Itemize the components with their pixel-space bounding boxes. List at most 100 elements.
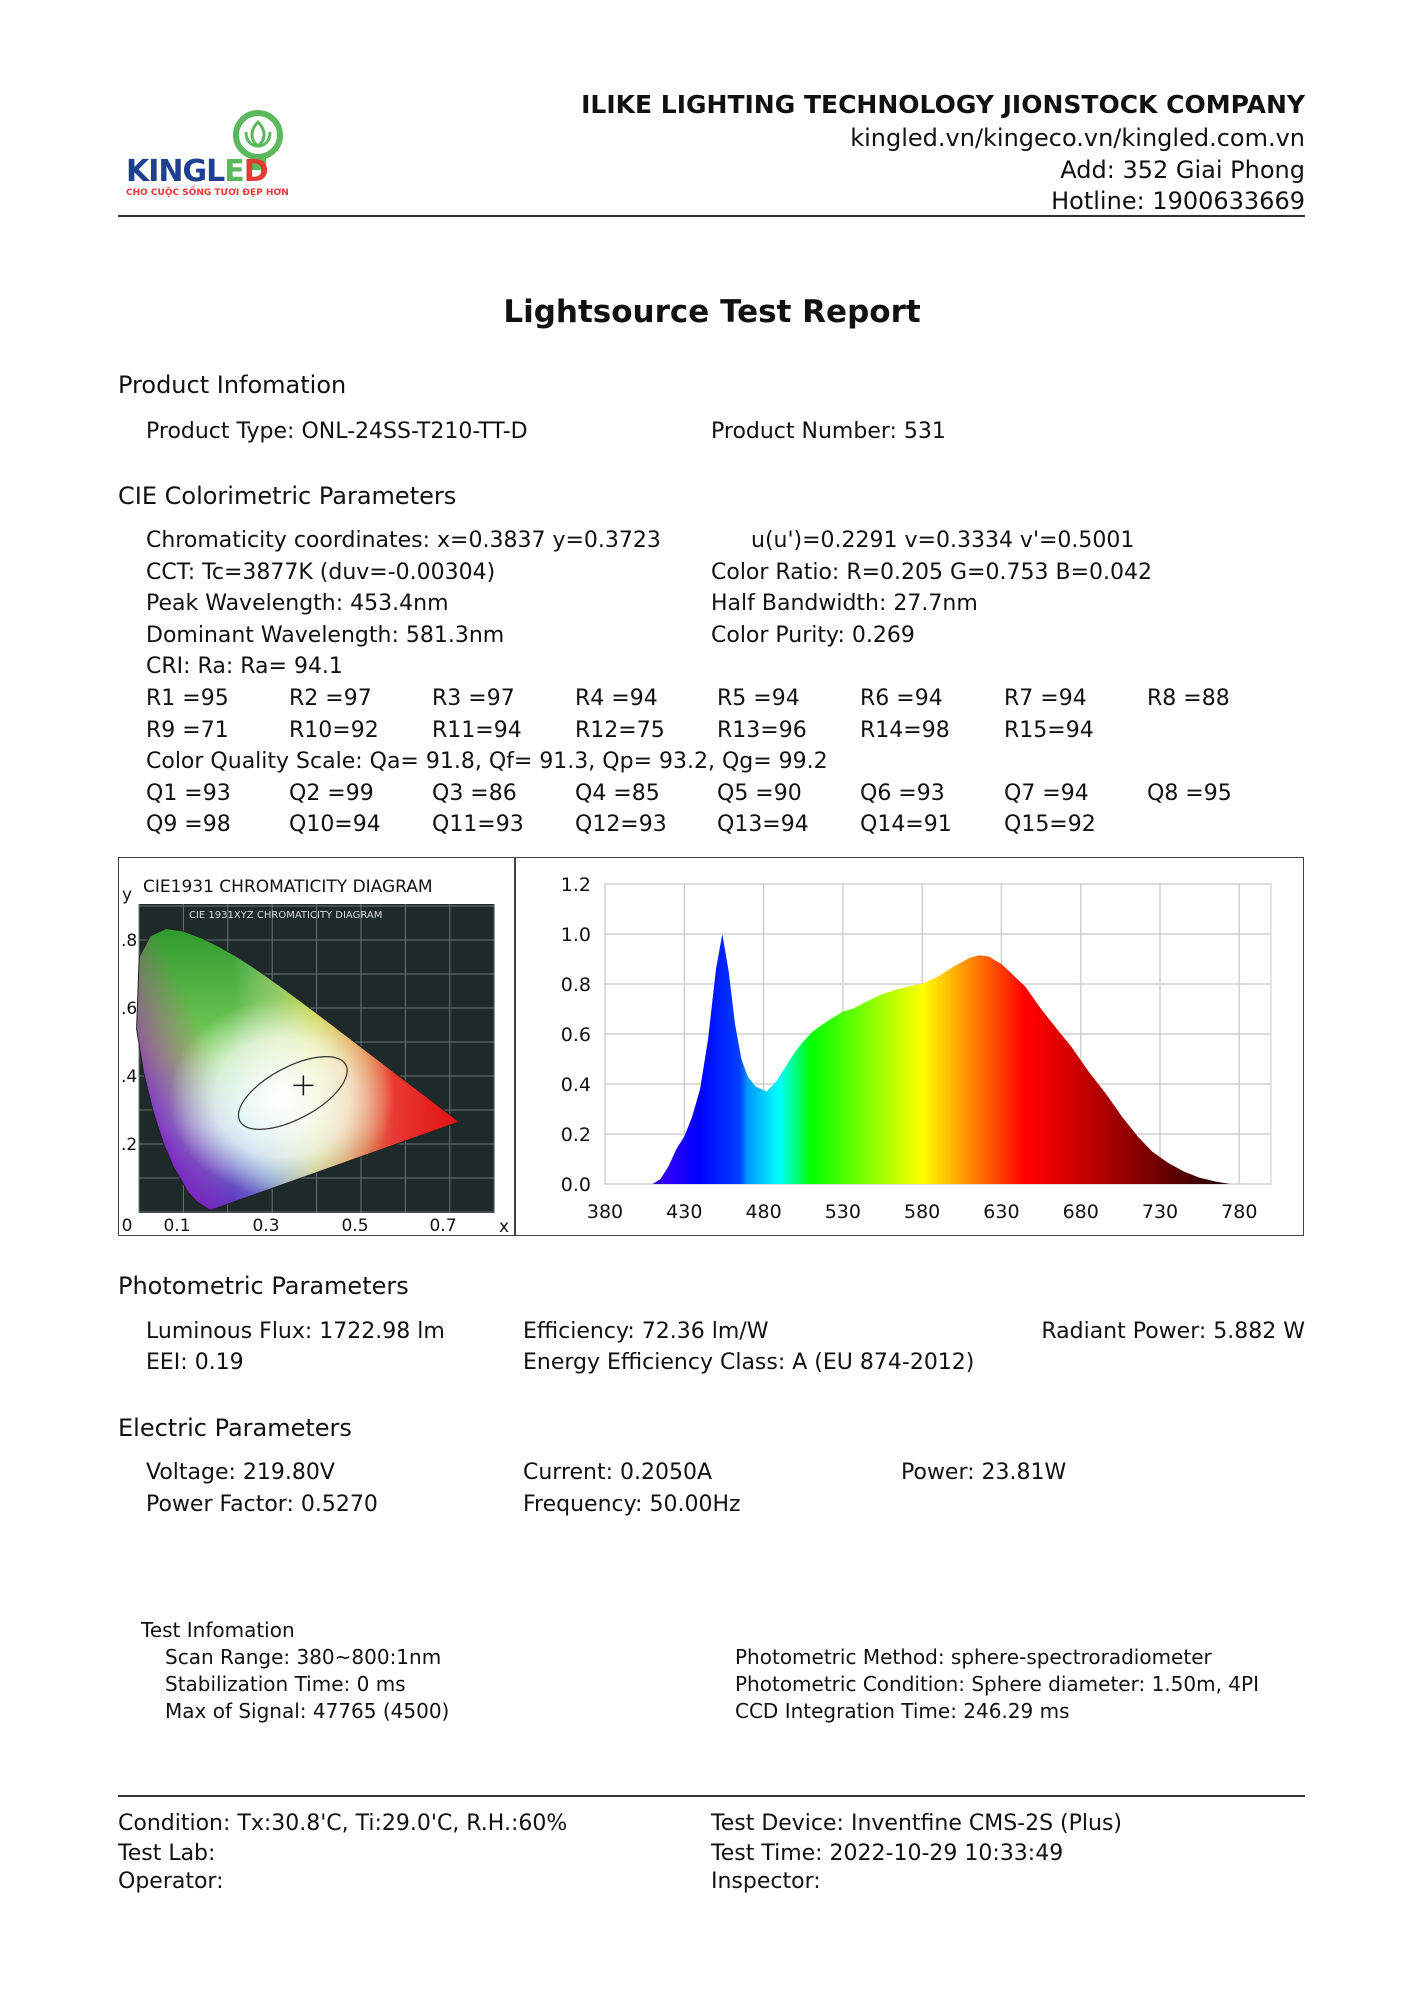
r-value: R2 =97 xyxy=(289,686,372,711)
test-info-heading: Test Infomation xyxy=(141,1618,295,1642)
r-value: R9 =71 xyxy=(146,718,229,743)
x-tick-label: 430 xyxy=(666,1201,702,1223)
cie-inner-title: CIE 1931XYZ CHROMATICITY DIAGRAM xyxy=(189,910,382,921)
x-tick-label: 580 xyxy=(904,1201,940,1223)
q-value: Q15=92 xyxy=(1004,812,1096,837)
scan-range: Scan Range: 380~800:1nm xyxy=(165,1645,442,1669)
power-factor: Power Factor: 0.5270 xyxy=(146,1492,378,1517)
q-value: Q10=94 xyxy=(289,812,381,837)
q-value: Q3 =86 xyxy=(432,781,517,806)
electric-heading: Electric Parameters xyxy=(118,1414,352,1442)
x-tick-label: 730 xyxy=(1142,1201,1178,1223)
cie-chromaticity-diagram: CIE1931 CHROMATICITY DIAGRAM y CIE 1931XYZ… xyxy=(121,877,509,1235)
r-value: R11=94 xyxy=(432,718,522,743)
ccd-integration-time: CCD Integration Time: 246.29 ms xyxy=(735,1699,1070,1723)
cie-heading: CIE Colorimetric Parameters xyxy=(118,482,457,510)
r-value: R1 =95 xyxy=(146,686,229,711)
product-heading: Product Infomation xyxy=(118,371,347,399)
q-value: Q9 =98 xyxy=(146,812,231,837)
r-value: R12=75 xyxy=(575,718,665,743)
q-value: Q8 =95 xyxy=(1147,781,1232,806)
logo-tagline: CHO CUỘC SỐNG TƯƠI ĐẸP HƠN xyxy=(126,188,289,198)
cie-x-tick: 0.7 xyxy=(429,1216,456,1235)
q-value: Q13=94 xyxy=(717,812,809,837)
y-tick-label: 0.8 xyxy=(561,974,591,996)
q-value: Q1 =93 xyxy=(146,781,231,806)
q-value: Q2 =99 xyxy=(289,781,374,806)
color-quality-scale: Color Quality Scale: Qa= 91.8, Qf= 91.3,… xyxy=(146,749,828,774)
charts-frame xyxy=(118,857,1304,1236)
cie-y-tick: .6 xyxy=(121,999,137,1019)
stabilization-time: Stabilization Time: 0 ms xyxy=(165,1672,406,1696)
current: Current: 0.2050A xyxy=(523,1460,713,1485)
color-purity: Color Purity: 0.269 xyxy=(711,623,915,648)
test-condition: Condition: Tx:30.8'C, Ti:29.0'C, R.H.:60… xyxy=(118,1811,568,1836)
company-hotline: Hotline: 1900633669 xyxy=(1051,187,1305,215)
company-address: Add: 352 Giai Phong xyxy=(1060,156,1305,184)
cie-title: CIE1931 CHROMATICITY DIAGRAM xyxy=(143,877,433,897)
cie-x-tick: 0 xyxy=(122,1216,133,1235)
r-value: R14=98 xyxy=(860,718,950,743)
photometric-method: Photometric Method: sphere-spectroradiom… xyxy=(735,1645,1212,1669)
photometric-condition: Photometric Condition: Sphere diameter: … xyxy=(735,1672,1259,1696)
y-tick-label: 1.0 xyxy=(561,924,591,946)
cie-x-axis-label: x xyxy=(499,1217,509,1235)
cie-x-tick: 0.5 xyxy=(341,1216,368,1235)
cct: CCT: Tc=3877K (duv=-0.00304) xyxy=(146,560,496,585)
frequency: Frequency: 50.00Hz xyxy=(523,1492,741,1517)
cie-gamut-white xyxy=(136,928,460,1211)
page-title: Lightsource Test Report xyxy=(503,294,921,330)
y-tick-label: 0.4 xyxy=(561,1074,591,1096)
cie-x-tick: 0.1 xyxy=(163,1216,190,1235)
x-tick-label: 780 xyxy=(1221,1201,1257,1223)
r-value: R7 =94 xyxy=(1004,686,1087,711)
luminous-flux: Luminous Flux: 1722.98 lm xyxy=(146,1319,445,1344)
q-value: Q5 =90 xyxy=(717,781,802,806)
y-tick-label: 1.2 xyxy=(561,874,591,896)
x-tick-label: 480 xyxy=(745,1201,781,1223)
q-value: Q6 =93 xyxy=(860,781,945,806)
charts-divider xyxy=(514,857,516,1236)
company-logo: KINGLED CHO CUỘC SỐNG TƯƠI ĐẸP HƠN xyxy=(122,108,312,203)
radiant-power: Radiant Power: 5.882 W xyxy=(1041,1319,1305,1344)
cie-y-tick: .4 xyxy=(121,1067,137,1087)
r-value: R15=94 xyxy=(1004,718,1094,743)
cie-y-tick: .2 xyxy=(121,1135,137,1155)
voltage: Voltage: 219.80V xyxy=(146,1460,335,1485)
lightbulb-lotus-icon xyxy=(233,110,283,170)
product-number: Product Number: 531 xyxy=(711,419,946,444)
cie-spectral-locus xyxy=(136,927,461,1211)
r-value: R10=92 xyxy=(289,718,379,743)
r-value: R5 =94 xyxy=(717,686,800,711)
q-value: Q14=91 xyxy=(860,812,952,837)
y-tick-label: 0.6 xyxy=(561,1024,591,1046)
cie-y-tick: .8 xyxy=(121,931,137,951)
y-tick-label: 0.0 xyxy=(561,1174,591,1196)
y-tick-label: 0.2 xyxy=(561,1124,591,1146)
q-value: Q4 =85 xyxy=(575,781,660,806)
max-signal: Max of Signal: 47765 (4500) xyxy=(165,1699,450,1723)
color-ratio: Color Ratio: R=0.205 G=0.753 B=0.042 xyxy=(711,560,1152,585)
r-value: R3 =97 xyxy=(432,686,515,711)
chromaticity-coordinates: Chromaticity coordinates: x=0.3837 y=0.3… xyxy=(146,528,661,553)
power: Power: 23.81W xyxy=(901,1460,1067,1485)
cie-y-axis-label: y xyxy=(122,885,132,905)
eei: EEI: 0.19 xyxy=(146,1350,244,1375)
r-value: R6 =94 xyxy=(860,686,943,711)
x-tick-label: 530 xyxy=(825,1201,861,1223)
r-value: R4 =94 xyxy=(575,686,658,711)
operator: Operator: xyxy=(118,1869,224,1894)
inspector: Inspector: xyxy=(711,1869,821,1894)
uv-coordinates: u(u')=0.2291 v=0.3334 v'=0.5001 xyxy=(751,528,1135,553)
spectrum-area xyxy=(605,934,1271,1184)
logo-brand: KINGLED xyxy=(126,154,269,189)
x-tick-label: 630 xyxy=(983,1201,1019,1223)
spectrum-chart: 1.2 1.0 0.8 0.6 0.4 0.2 0.0 380 430 480 530 580 630 6… xyxy=(561,874,1272,1223)
photometric-heading: Photometric Parameters xyxy=(118,1272,409,1300)
r-value: R13=96 xyxy=(717,718,807,743)
efficiency: Efficiency: 72.36 lm/W xyxy=(523,1319,769,1344)
product-type: Product Type: ONL-24SS-T210-TT-D xyxy=(146,419,528,444)
company-websites: kingled.vn/kingeco.vn/kingled.com.vn xyxy=(850,124,1305,152)
cie-white-region xyxy=(237,1056,348,1130)
half-bandwidth: Half Bandwidth: 27.7nm xyxy=(711,591,978,616)
